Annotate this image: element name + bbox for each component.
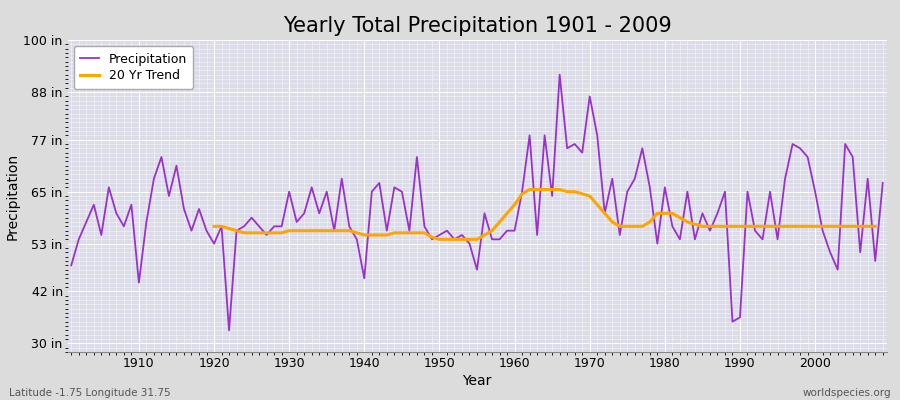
X-axis label: Year: Year	[463, 374, 491, 388]
Precipitation	[344, 224, 355, 229]
20 Yr Trend	[472, 237, 482, 242]
Line: 20 Yr Trend: 20 Yr Trend	[214, 190, 875, 239]
Text: Latitude -1.75 Longitude 31.75: Latitude -1.75 Longitude 31.75	[9, 388, 171, 398]
20 Yr Trend	[810, 224, 821, 229]
20 Yr Trend	[292, 228, 302, 233]
Precipitation	[615, 232, 626, 237]
Precipitation	[299, 211, 310, 216]
Precipitation	[126, 202, 137, 207]
Line: Precipitation: Precipitation	[71, 75, 883, 330]
Precipitation	[66, 263, 77, 268]
20 Yr Trend	[524, 187, 535, 192]
20 Yr Trend	[344, 228, 355, 233]
Precipitation	[554, 72, 565, 77]
Y-axis label: Precipitation: Precipitation	[5, 152, 19, 240]
Precipitation	[509, 228, 520, 233]
20 Yr Trend	[434, 237, 445, 242]
Precipitation	[878, 181, 888, 186]
20 Yr Trend	[276, 230, 287, 235]
20 Yr Trend	[562, 189, 572, 194]
20 Yr Trend	[209, 224, 220, 229]
20 Yr Trend	[869, 224, 880, 229]
Legend: Precipitation, 20 Yr Trend: Precipitation, 20 Yr Trend	[74, 46, 194, 88]
Text: worldspecies.org: worldspecies.org	[803, 388, 891, 398]
Title: Yearly Total Precipitation 1901 - 2009: Yearly Total Precipitation 1901 - 2009	[283, 16, 671, 36]
Precipitation	[223, 328, 234, 333]
Precipitation	[517, 189, 527, 194]
